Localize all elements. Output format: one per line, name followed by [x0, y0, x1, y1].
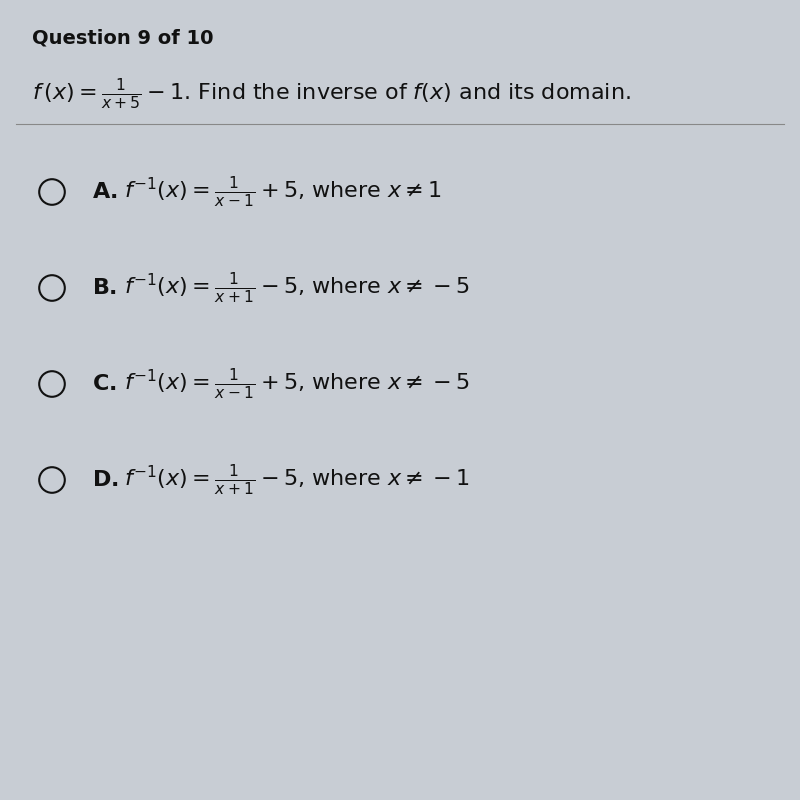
Text: $\bf{A.}$: $\bf{A.}$: [92, 182, 118, 202]
Text: $\bf{B.}$: $\bf{B.}$: [92, 278, 117, 298]
Text: $\bf{D.}$: $\bf{D.}$: [92, 470, 118, 490]
Text: $\bf{C.}$: $\bf{C.}$: [92, 374, 117, 394]
Text: $f\,(x) = \frac{1}{x+5} - 1$. Find the inverse of $f(x)$ and its domain.: $f\,(x) = \frac{1}{x+5} - 1$. Find the i…: [32, 76, 631, 111]
Text: $f^{-1}(x) = \frac{1}{x+1} - 5$, where $x\neq -1$: $f^{-1}(x) = \frac{1}{x+1} - 5$, where $…: [124, 462, 470, 498]
Text: Question 9 of 10: Question 9 of 10: [32, 28, 214, 47]
Text: $f^{-1}(x) = \frac{1}{x-1} + 5$, where $x\neq -5$: $f^{-1}(x) = \frac{1}{x-1} + 5$, where $…: [124, 366, 470, 402]
Text: $f^{-1}(x) = \frac{1}{x-1} + 5$, where $x\neq 1$: $f^{-1}(x) = \frac{1}{x-1} + 5$, where $…: [124, 174, 442, 210]
Text: $f^{-1}(x) = \frac{1}{x+1} - 5$, where $x\neq -5$: $f^{-1}(x) = \frac{1}{x+1} - 5$, where $…: [124, 270, 470, 306]
